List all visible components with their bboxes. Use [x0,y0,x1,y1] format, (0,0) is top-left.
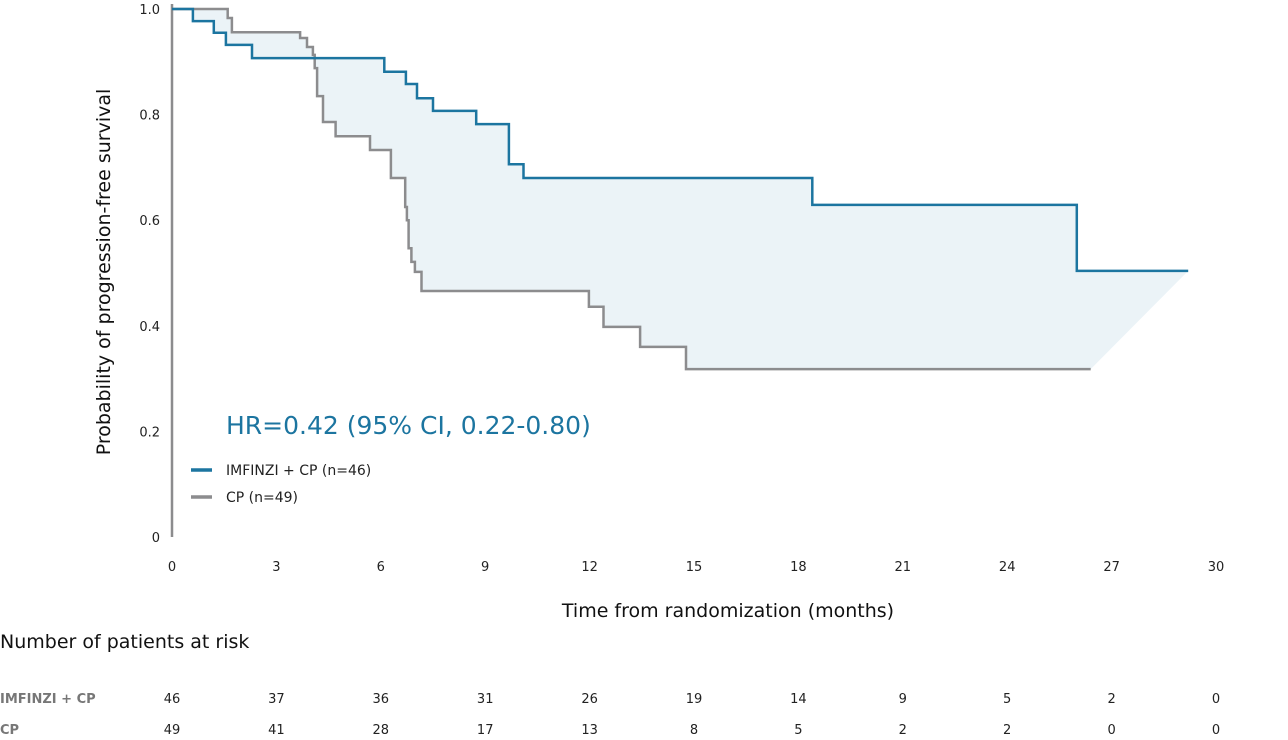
y-tick-label: 1.0 [139,3,160,18]
y-axis-label: Probability of progression-free survival [93,89,115,456]
risk-value: 0 [1107,723,1115,738]
y-tick-label: 0.2 [139,425,160,440]
risk-value: 28 [373,723,390,738]
risk-value: 14 [790,692,807,707]
risk-value: 0 [1212,692,1220,707]
risk-value: 13 [581,723,598,738]
curve-imfinzi-cp [172,7,1189,273]
risk-value: 5 [794,723,802,738]
risk-value: 19 [686,692,703,707]
x-tick-label: 6 [377,560,385,575]
x-axis-label: Time from randomization (months) [561,600,894,622]
risk-value: 41 [268,723,285,738]
risk-value: 2 [1003,723,1011,738]
y-tick-label: 0.6 [139,214,160,229]
risk-row-label: IMFINZI + CP [0,692,96,707]
curve-cp [172,7,1091,371]
legend-label-cp: CP (n=49) [226,490,298,506]
x-tick-label: 3 [272,560,280,575]
risk-row-label: CP [0,723,19,738]
legend-label-imfinzi-cp: IMFINZI + CP (n=46) [226,463,371,479]
risk-value: 8 [690,723,698,738]
x-tick-label: 15 [686,560,703,575]
survival-difference-shade [172,9,1189,370]
risk-value: 49 [164,723,181,738]
risk-value: 36 [373,692,390,707]
x-tick-label: 18 [790,560,807,575]
x-tick-label: 24 [999,560,1016,575]
hazard-ratio-annotation: HR=0.42 (95% CI, 0.22-0.80) [226,411,591,440]
y-tick-label: 0.8 [139,109,160,124]
x-tick-label: 30 [1208,560,1225,575]
risk-value: 46 [164,692,181,707]
y-tick-label: 0 [152,531,160,546]
x-tick-label: 12 [581,560,598,575]
risk-value: 31 [477,692,494,707]
risk-value: 0 [1212,723,1220,738]
risk-value: 37 [268,692,285,707]
risk-value: 26 [581,692,598,707]
risk-value: 2 [1107,692,1115,707]
x-tick-label: 9 [481,560,489,575]
risk-value: 9 [899,692,907,707]
risk-value: 17 [477,723,494,738]
risk-value: 2 [899,723,907,738]
y-tick-label: 0.4 [139,320,160,335]
x-tick-label: 27 [1103,560,1120,575]
x-tick-label: 0 [168,560,176,575]
risk-value: 5 [1003,692,1011,707]
risk-table-title: Number of patients at risk [0,631,249,653]
x-tick-label: 21 [895,560,912,575]
